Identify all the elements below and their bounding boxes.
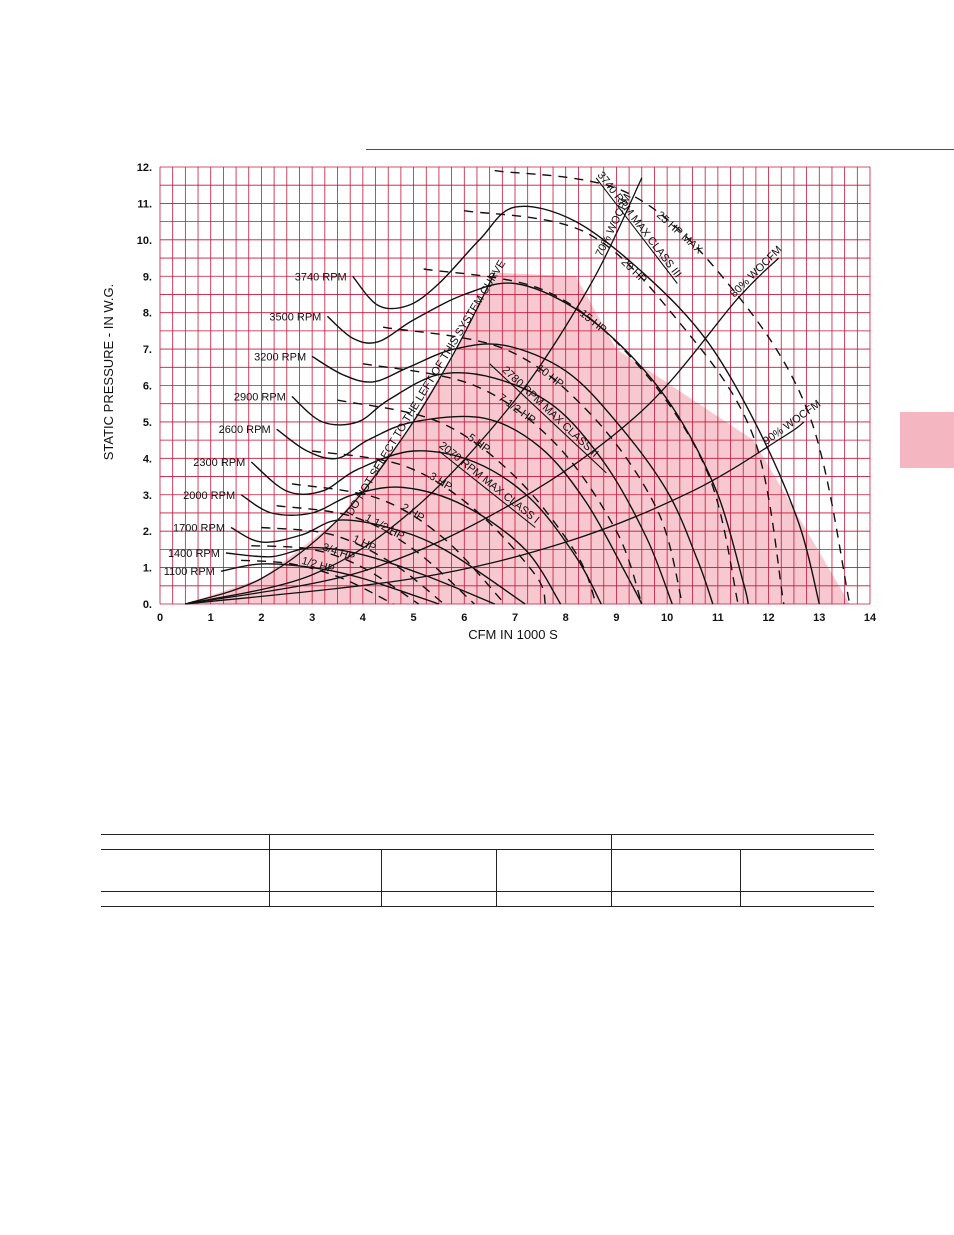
y-tick-label: 12. bbox=[137, 162, 152, 174]
x-tick-label: 9 bbox=[613, 612, 619, 624]
x-tick-label: 6 bbox=[461, 612, 467, 624]
rpm-curve bbox=[352, 205, 820, 605]
x-tick-label: 5 bbox=[411, 612, 417, 624]
axis-ticks: 0 1 2 3 4 5 6 7 8 9 10 11 12 13 140.1.2.3.4.5.6.7.8.9.… bbox=[137, 162, 877, 624]
y-axis-title: STATIC PRESSURE - IN W.G. bbox=[101, 284, 116, 460]
y-tick-label: 3. bbox=[143, 490, 152, 502]
spec-table bbox=[101, 834, 875, 907]
system-curve bbox=[185, 272, 496, 605]
hp-curve bbox=[494, 169, 851, 605]
x-tick-label: 11 bbox=[712, 612, 724, 624]
table-cell bbox=[268, 834, 612, 850]
hp-label: 20 HP bbox=[619, 256, 649, 286]
y-tick-label: 11. bbox=[137, 198, 152, 210]
rpm-label: 2600 RPM bbox=[219, 424, 271, 436]
y-tick-label: 7. bbox=[143, 344, 152, 356]
table-cell bbox=[739, 891, 875, 907]
rpm-label: 3200 RPM bbox=[254, 351, 306, 363]
x-tick-label: 10 bbox=[661, 612, 673, 624]
table-cell bbox=[268, 849, 381, 892]
table-cell bbox=[380, 891, 496, 907]
hp-curve bbox=[291, 483, 506, 605]
table-cell bbox=[495, 891, 612, 907]
selection-region bbox=[185, 272, 850, 604]
rpm-label: 1700 RPM bbox=[173, 523, 225, 535]
table-row bbox=[101, 891, 875, 907]
efficiency-line bbox=[185, 421, 805, 605]
y-tick-label: 9. bbox=[143, 271, 152, 283]
table-cell bbox=[268, 891, 381, 907]
table-cell bbox=[101, 891, 269, 907]
chart-curves bbox=[185, 169, 851, 605]
hp-curve bbox=[276, 505, 475, 605]
rpm-label: 3500 RPM bbox=[269, 311, 321, 323]
spec-table-grid bbox=[101, 834, 875, 907]
y-tick-label: 1. bbox=[143, 563, 152, 575]
x-axis-title: CFM IN 1000 S bbox=[468, 627, 558, 642]
section-tab bbox=[900, 412, 954, 468]
rpm-label: 2000 RPM bbox=[183, 490, 235, 502]
x-tick-label: 2 bbox=[258, 612, 264, 624]
table-cell bbox=[610, 891, 741, 907]
efficiency-line bbox=[185, 257, 780, 605]
rpm-curve bbox=[225, 546, 495, 605]
class-limit-line bbox=[489, 363, 607, 474]
rpm-curve bbox=[220, 563, 440, 605]
hp-curve bbox=[241, 559, 394, 605]
table-cell bbox=[101, 834, 269, 850]
table-cell bbox=[101, 849, 269, 892]
x-tick-label: 14 bbox=[864, 612, 877, 624]
rpm-label: 1400 RPM bbox=[168, 548, 220, 560]
y-tick-label: 10. bbox=[137, 235, 152, 247]
rpm-curve bbox=[326, 282, 749, 605]
fan-performance-chart: 0 1 2 3 4 5 6 7 8 9 10 11 12 13 140.1.2.3.4.5.6.7.8.9.… bbox=[101, 162, 877, 642]
y-tick-label: 2. bbox=[143, 526, 152, 538]
efficiency-label: 80% WOCFM bbox=[728, 244, 785, 300]
y-tick-label: 0. bbox=[143, 599, 152, 611]
table-cell bbox=[610, 849, 741, 892]
class-limit-line bbox=[595, 177, 678, 284]
x-tick-label: 12 bbox=[762, 612, 774, 624]
x-tick-label: 1 bbox=[208, 612, 214, 624]
table-cell bbox=[739, 849, 875, 892]
hp-curve bbox=[311, 450, 547, 605]
y-tick-label: 4. bbox=[143, 453, 152, 465]
table-cell bbox=[380, 849, 496, 892]
hp-curve bbox=[362, 363, 643, 605]
y-tick-label: 5. bbox=[143, 417, 152, 429]
x-tick-label: 4 bbox=[360, 612, 367, 624]
rpm-curve bbox=[276, 415, 643, 605]
rpm-curve bbox=[311, 343, 714, 605]
hp-curve bbox=[464, 210, 785, 605]
x-tick-label: 3 bbox=[309, 612, 315, 624]
table-header-row bbox=[101, 834, 875, 850]
rpm-label: 3740 RPM bbox=[295, 271, 347, 283]
header-rule bbox=[366, 149, 954, 150]
y-tick-label: 8. bbox=[143, 308, 152, 320]
rpm-curve bbox=[240, 486, 562, 605]
rpm-label: 2900 RPM bbox=[234, 391, 286, 403]
rpm-label: 2300 RPM bbox=[193, 457, 245, 469]
y-tick-label: 6. bbox=[143, 381, 152, 393]
x-tick-label: 0 bbox=[157, 612, 163, 624]
hp-curve bbox=[423, 268, 739, 605]
table-cell bbox=[495, 849, 612, 892]
class-limit-line bbox=[438, 450, 536, 528]
rpm-curve bbox=[291, 371, 673, 605]
hp-curve bbox=[382, 326, 684, 605]
table-subheader-row bbox=[101, 849, 875, 892]
x-tick-label: 8 bbox=[563, 612, 569, 624]
x-tick-label: 13 bbox=[813, 612, 825, 624]
rpm-label: 1100 RPM bbox=[164, 566, 215, 578]
table-cell bbox=[610, 834, 875, 850]
rpm-curve bbox=[250, 450, 602, 605]
efficiency-line bbox=[185, 177, 643, 605]
x-tick-label: 7 bbox=[512, 612, 518, 624]
hp-curve bbox=[337, 399, 597, 605]
